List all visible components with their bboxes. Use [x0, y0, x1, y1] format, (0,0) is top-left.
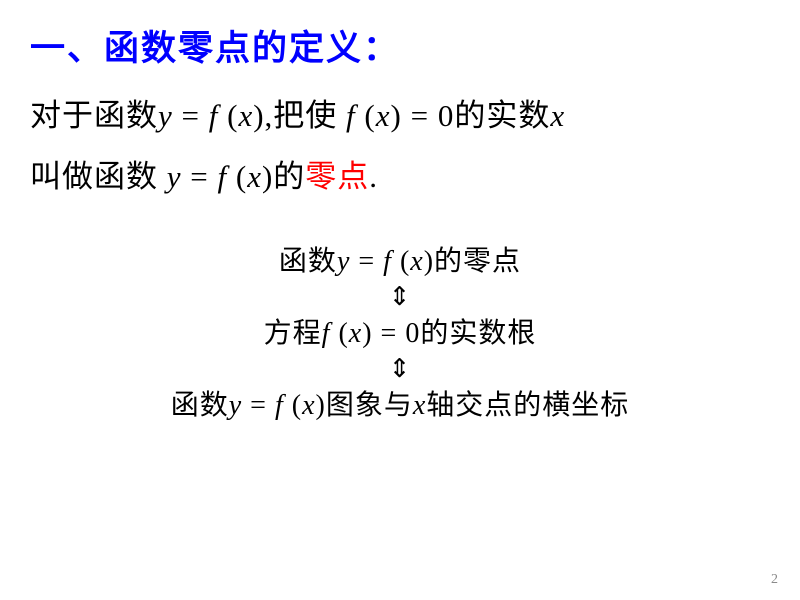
var-x: x [247, 159, 262, 194]
var-x: x [376, 98, 391, 133]
var-x: x [413, 390, 426, 421]
var-x: x [238, 98, 253, 133]
var-x: x [302, 390, 315, 421]
var-y: y [337, 246, 350, 277]
paren: ( [400, 246, 410, 277]
paren: ( [292, 390, 302, 421]
eq: = [242, 390, 275, 421]
func-f: f [383, 246, 400, 277]
var-y: y [229, 390, 242, 421]
paren: ) [424, 246, 434, 277]
text: 的零点 [434, 246, 521, 277]
text: 的 [273, 159, 305, 194]
paren: ( [227, 98, 238, 133]
updown-arrow-icon: ⇕ [30, 355, 770, 384]
func-f: f [322, 318, 339, 349]
var-x: x [410, 246, 423, 277]
equiv-line-3: 函数y = f (x)图象与x轴交点的横坐标 [30, 386, 770, 425]
var-x: x [550, 98, 565, 133]
section-heading: 一、函数零点的定义： [30, 20, 770, 71]
paren: ) [316, 390, 326, 421]
paren: ) [391, 98, 411, 133]
paren: ) [362, 318, 380, 349]
text: 的实数根 [420, 318, 536, 349]
func-f: f [218, 159, 236, 194]
text: 叫做函数 [30, 159, 167, 194]
eq: = [381, 318, 406, 349]
text: 方程 [264, 318, 322, 349]
text: 函数 [279, 246, 337, 277]
period: . [369, 159, 378, 194]
slide: 一、函数零点的定义： 对于函数y = f (x),把使 f (x) = 0的实数… [0, 0, 800, 600]
paren: ( [236, 159, 247, 194]
zero-point-term: 零点 [305, 159, 369, 194]
eq: = [350, 246, 383, 277]
eq: = [182, 159, 218, 194]
func-f: f [346, 98, 364, 133]
paren: ( [364, 98, 375, 133]
func-f: f [209, 98, 227, 133]
text: 对于函数 [30, 98, 158, 133]
eq: = [173, 98, 209, 133]
zero: 0 [438, 98, 455, 133]
updown-arrow-icon: ⇕ [30, 283, 770, 312]
var-y: y [158, 98, 173, 133]
text: 图象与 [326, 390, 413, 421]
equiv-line-2: 方程f (x) = 0的实数根 [30, 314, 770, 353]
paren: ) [253, 98, 264, 133]
text: 的实数 [454, 98, 550, 133]
definition-line-1: 对于函数y = f (x),把使 f (x) = 0的实数x [30, 93, 770, 140]
eq: = [411, 98, 438, 133]
var-y: y [167, 159, 182, 194]
equivalence-block: 函数y = f (x)的零点 ⇕ 方程f (x) = 0的实数根 ⇕ 函数y =… [30, 242, 770, 425]
definition-line-2: 叫做函数 y = f (x)的零点. [30, 154, 770, 201]
equiv-line-1: 函数y = f (x)的零点 [30, 242, 770, 281]
text: 函数 [171, 390, 229, 421]
func-f: f [275, 390, 292, 421]
page-number: 2 [771, 572, 778, 588]
zero: 0 [405, 318, 420, 349]
paren: ( [338, 318, 348, 349]
text: ,把使 [265, 98, 347, 133]
text: 轴交点的横坐标 [426, 390, 629, 421]
var-x: x [349, 318, 362, 349]
paren: ) [262, 159, 273, 194]
